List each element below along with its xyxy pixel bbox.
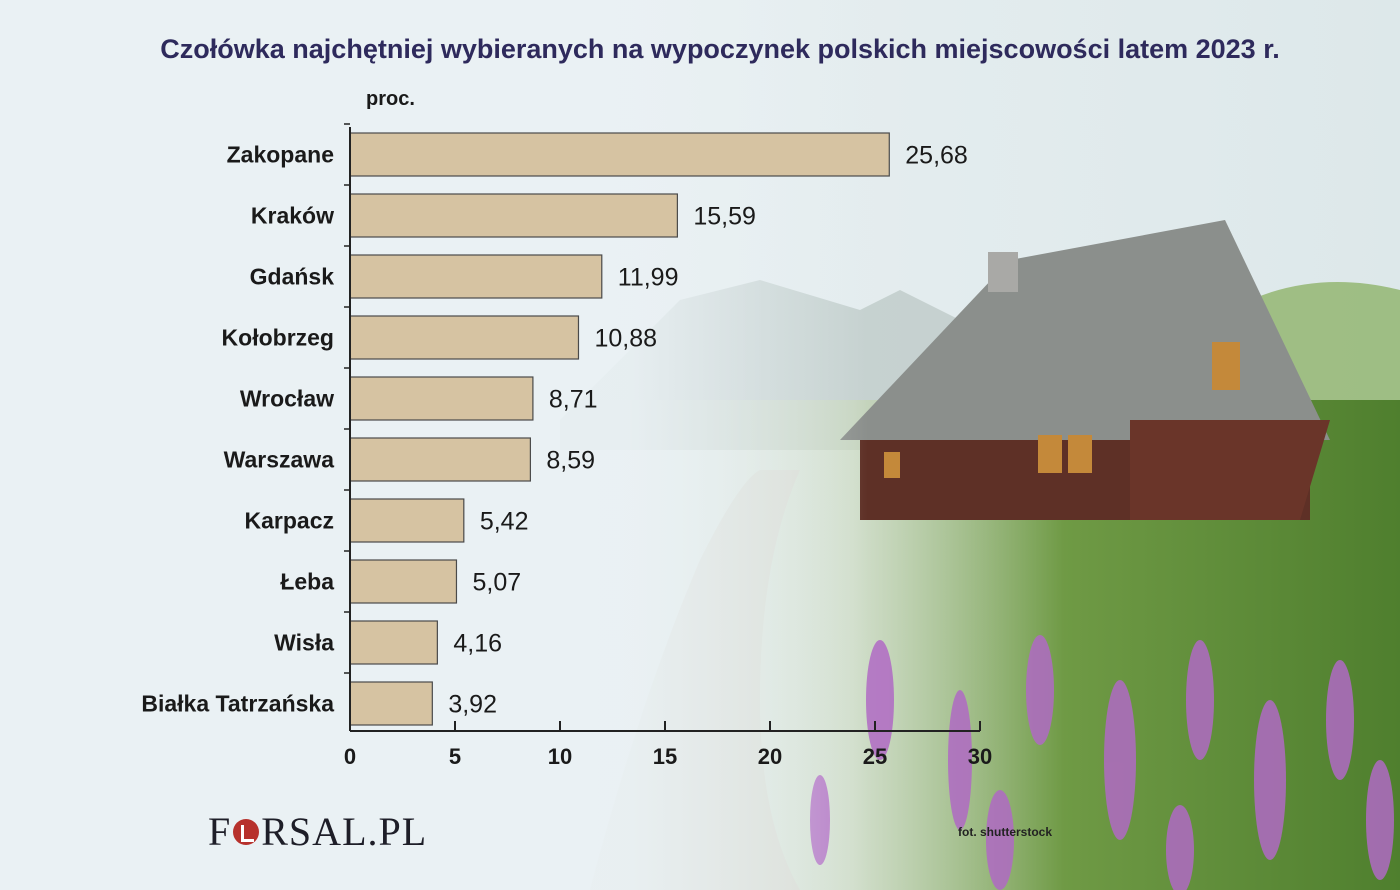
bar-10	[349, 681, 433, 726]
logo-text-start: F	[208, 809, 232, 854]
value-label: 5,42	[480, 508, 529, 536]
category-label: Białka Tatrzańska	[141, 691, 334, 717]
bar-9	[349, 620, 438, 665]
x-tick-label: 5	[449, 744, 461, 769]
category-label: Zakopane	[227, 142, 334, 168]
x-tick-label: 0	[344, 744, 356, 769]
category-label: Wrocław	[240, 386, 334, 412]
bar-8	[349, 559, 458, 604]
category-label: Wisła	[274, 630, 334, 656]
value-label: 25,68	[905, 142, 968, 170]
axis-unit-label: proc.	[366, 88, 415, 110]
chart-title: Czołówka najchętniej wybieranych na wypo…	[160, 34, 1280, 64]
category-label: Karpacz	[245, 508, 334, 534]
bar-1	[349, 132, 890, 177]
x-tick-label: 20	[758, 744, 782, 769]
photo-credit: fot. shutterstock	[958, 825, 1053, 839]
bar-5	[349, 376, 534, 421]
forsal-logo: F RSAL.PL	[208, 808, 427, 855]
value-label: 3,92	[448, 691, 497, 719]
category-label: Warszawa	[224, 447, 335, 473]
logo-chart-icon	[233, 818, 260, 845]
bar-7	[349, 498, 465, 543]
x-tick-label: 10	[548, 744, 572, 769]
bar-2	[349, 193, 678, 238]
x-tick-label: 15	[653, 744, 677, 769]
bar-4	[349, 315, 580, 360]
bar-6	[349, 437, 531, 482]
value-label: 4,16	[453, 630, 502, 658]
value-label: 8,71	[549, 386, 598, 414]
x-tick-label: 30	[968, 744, 992, 769]
category-label: Łeba	[280, 569, 334, 595]
category-label: Kołobrzeg	[222, 325, 334, 351]
bars: Zakopane 25,68 Kraków 15,59 Gdańsk 11,99 Kołob…	[141, 132, 968, 726]
value-label: 11,99	[618, 264, 679, 292]
value-label: 5,07	[472, 569, 521, 597]
axes: 0 5 10 15 20 25 30	[344, 123, 992, 769]
bar-3	[349, 254, 603, 299]
value-label: 10,88	[594, 325, 657, 353]
category-label: Gdańsk	[250, 264, 335, 290]
x-tick-label: 25	[863, 744, 887, 769]
value-label: 8,59	[546, 447, 595, 475]
logo-text-end: RSAL.PL	[261, 809, 428, 854]
category-label: Kraków	[251, 203, 334, 229]
value-label: 15,59	[693, 203, 756, 231]
